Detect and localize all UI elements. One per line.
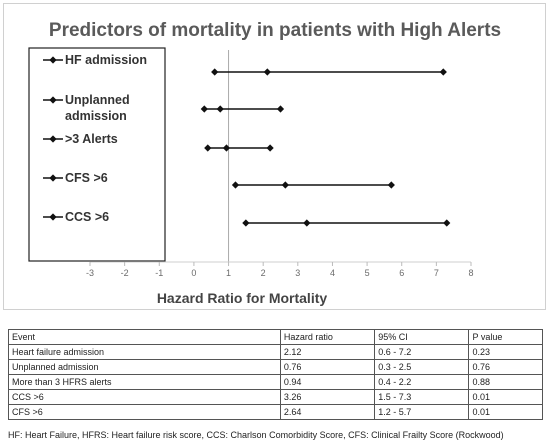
legend-label: CCS >6 bbox=[65, 210, 109, 224]
plot-area bbox=[200, 50, 451, 262]
x-tick-label: 0 bbox=[191, 268, 196, 278]
estimate-marker bbox=[216, 105, 224, 113]
table-cell: 0.76 bbox=[279, 359, 376, 375]
results-table: Event Hazard ratio 95% CI P value Heart fai… bbox=[8, 329, 543, 420]
series-2 bbox=[200, 105, 285, 113]
table-cell: 0.3 - 2.5 bbox=[374, 359, 470, 375]
ci-lower-marker bbox=[200, 105, 208, 113]
table-row: More than 3 HFRS alerts 0.94 0.4 - 2.2 0.88 bbox=[8, 374, 543, 390]
ci-upper-marker bbox=[439, 68, 447, 76]
estimate-marker bbox=[263, 68, 271, 76]
legend-label: HF admission bbox=[65, 53, 147, 67]
forest-plot: Predictors of mortality in patients with… bbox=[28, 20, 501, 306]
ci-upper-marker bbox=[387, 181, 395, 189]
x-tick-label: -2 bbox=[121, 268, 129, 278]
legend-item-3: >3 Alerts bbox=[43, 132, 118, 146]
x-tick-label: 6 bbox=[399, 268, 404, 278]
table-cell: 0.4 - 2.2 bbox=[374, 374, 470, 390]
ci-lower-marker bbox=[204, 144, 212, 152]
table-cell: 0.01 bbox=[468, 389, 543, 405]
x-tick-label: -1 bbox=[155, 268, 163, 278]
legend-item-1: HF admission bbox=[43, 53, 147, 67]
legend: HF admission Unplanned admission >3 Alerts C… bbox=[43, 53, 147, 224]
estimate-marker bbox=[303, 219, 311, 227]
ci-lower-marker bbox=[231, 181, 240, 189]
legend-marker bbox=[49, 213, 57, 221]
legend-item-4: CFS >6 bbox=[43, 171, 108, 185]
table-cell: More than 3 HFRS alerts bbox=[8, 374, 281, 390]
legend-marker bbox=[49, 56, 57, 64]
series-4 bbox=[231, 181, 395, 189]
x-tick-label: 5 bbox=[365, 268, 370, 278]
x-tick-label: 8 bbox=[468, 268, 473, 278]
legend-marker bbox=[49, 135, 57, 143]
table-cell: 0.94 bbox=[279, 374, 376, 390]
ci-lower-marker bbox=[242, 219, 250, 227]
table-cell: 2.64 bbox=[279, 404, 376, 420]
table-cell: 0.76 bbox=[468, 359, 543, 375]
ci-lower-marker bbox=[211, 68, 219, 76]
table-cell: Heart failure admission bbox=[8, 344, 281, 360]
legend-item-5: CCS >6 bbox=[43, 210, 109, 224]
table-cell: 0.01 bbox=[468, 404, 543, 420]
series-3 bbox=[204, 144, 274, 152]
x-tick-label: 3 bbox=[295, 268, 300, 278]
ci-upper-marker bbox=[443, 219, 451, 227]
table-cell: Unplanned admission bbox=[8, 359, 281, 375]
chart-title: Predictors of mortality in patients with… bbox=[49, 20, 501, 41]
x-axis: -3 -2 -1 0 1 2 3 4 5 6 7 8 bbox=[86, 261, 474, 278]
table-header-row: Event Hazard ratio 95% CI P value bbox=[8, 329, 543, 345]
table-cell: CFS >6 bbox=[8, 404, 281, 420]
forest-plot-panel bbox=[3, 3, 546, 310]
legend-label: CFS >6 bbox=[65, 171, 108, 185]
ci-upper-marker bbox=[276, 105, 285, 113]
table-cell: 2.12 bbox=[279, 344, 376, 360]
footnote: HF: Heart Failure, HFRS: Heart failure r… bbox=[8, 430, 504, 440]
table-header-cell: Event bbox=[8, 329, 281, 345]
legend-label: Unplanned bbox=[65, 93, 130, 107]
x-axis-title: Hazard Ratio for Mortality bbox=[157, 290, 328, 306]
table-row: CCS >6 3.26 1.5 - 7.3 0.01 bbox=[8, 389, 543, 405]
x-tick-label: 2 bbox=[261, 268, 266, 278]
table-cell: 0.88 bbox=[468, 374, 543, 390]
legend-marker bbox=[49, 174, 57, 182]
table-header-cell: Hazard ratio bbox=[279, 329, 376, 345]
estimate-marker bbox=[222, 144, 231, 152]
table-cell: 1.2 - 5.7 bbox=[374, 404, 470, 420]
estimate-marker bbox=[281, 181, 289, 189]
table-cell: 0.6 - 7.2 bbox=[374, 344, 470, 360]
table-row: CFS >6 2.64 1.2 - 5.7 0.01 bbox=[8, 404, 543, 420]
x-tick-label: 1 bbox=[226, 268, 231, 278]
table-header-cell: P value bbox=[468, 329, 543, 345]
legend-label: >3 Alerts bbox=[65, 132, 118, 146]
table-body: Heart failure admission 2.12 0.6 - 7.2 0.23… bbox=[8, 344, 543, 420]
legend-item-2: Unplanned admission bbox=[43, 93, 130, 123]
table-cell: CCS >6 bbox=[8, 389, 281, 405]
legend-label: admission bbox=[65, 109, 127, 123]
series-1 bbox=[211, 68, 447, 76]
table-row: Heart failure admission 2.12 0.6 - 7.2 0.23 bbox=[8, 344, 543, 360]
series-5 bbox=[242, 219, 451, 227]
x-tick-label: -3 bbox=[86, 268, 94, 278]
x-tick-label: 7 bbox=[434, 268, 439, 278]
table-cell: 3.26 bbox=[279, 389, 376, 405]
legend-marker bbox=[49, 96, 57, 104]
legend-box bbox=[28, 47, 166, 262]
table-cell: 0.23 bbox=[468, 344, 543, 360]
x-tick-label: 4 bbox=[330, 268, 335, 278]
table-row: Unplanned admission 0.76 0.3 - 2.5 0.76 bbox=[8, 359, 543, 375]
table-header-cell: 95% CI bbox=[374, 329, 470, 345]
table-cell: 1.5 - 7.3 bbox=[374, 389, 470, 405]
ci-upper-marker bbox=[266, 144, 274, 152]
